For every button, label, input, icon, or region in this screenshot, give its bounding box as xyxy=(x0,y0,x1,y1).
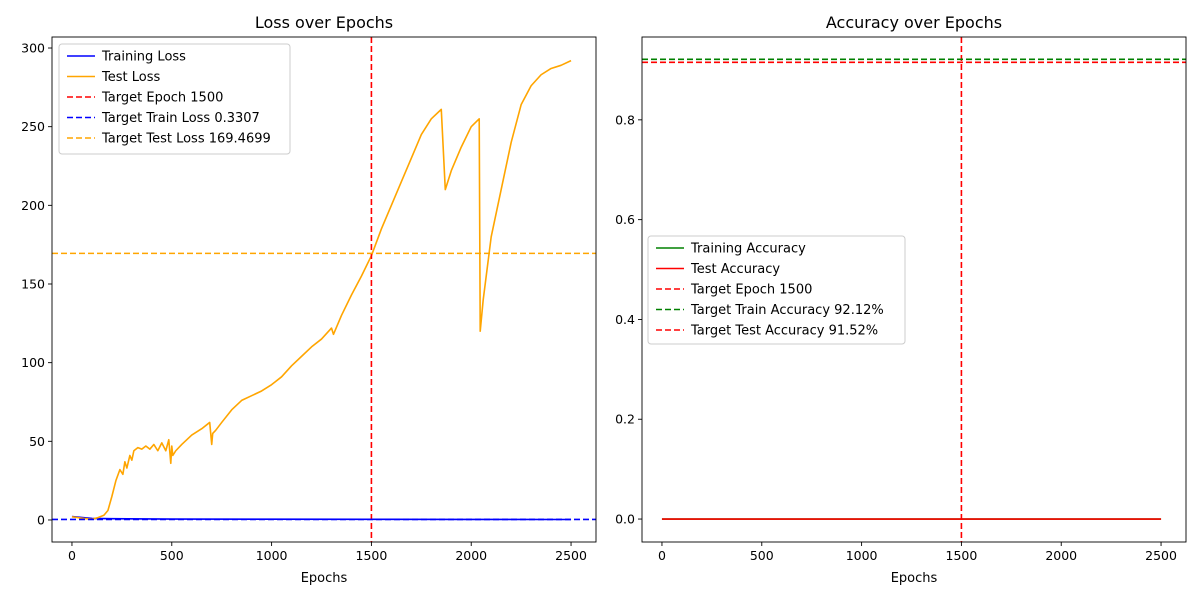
y-tick-label: 300 xyxy=(21,41,45,56)
x-tick-label: 1000 xyxy=(846,548,878,563)
y-tick-label: 0.6 xyxy=(615,212,635,227)
x-tick-label: 0 xyxy=(68,548,76,563)
x-tick-label: 500 xyxy=(750,548,774,563)
y-tick-label: 200 xyxy=(21,198,45,213)
chart-title: Loss over Epochs xyxy=(255,13,393,32)
chart-2: Accuracy over Epochs 0 500 1000 1500 2000 2500… xyxy=(615,13,1187,586)
legend-label-target-test-accuracy-91-52: Target Test Accuracy 91.52% xyxy=(690,324,878,339)
axes-frame xyxy=(51,36,597,543)
legend-label-test-accuracy: Test Accuracy xyxy=(690,262,780,277)
y-tick-label: 0.0 xyxy=(615,512,635,527)
legend-box xyxy=(58,43,291,155)
legend-label-target-epoch-1500: Target Epoch 1500 xyxy=(101,91,223,106)
series-line-test-loss xyxy=(71,59,572,520)
legend-label-training-loss: Training Loss xyxy=(101,50,186,65)
legend: Training Accuracy Test Accuracy Target Epo… xyxy=(647,235,906,345)
y-tick-label: 0.8 xyxy=(615,112,635,127)
x-axis-label: Epochs xyxy=(301,571,348,586)
y-tick-label: 50 xyxy=(29,434,45,449)
x-tick-label: 2500 xyxy=(555,548,587,563)
y-tick-label: 250 xyxy=(21,119,45,134)
x-tick-label: 2000 xyxy=(455,548,487,563)
y-tick-label: 0.2 xyxy=(615,412,635,427)
x-tick-label: 2500 xyxy=(1145,548,1177,563)
chart-1: Loss over Epochs 0 500 1000 1500 2000 2500 0 50 1… xyxy=(21,13,597,586)
x-axis-label: Epochs xyxy=(891,571,938,586)
plot-area xyxy=(642,37,1186,542)
legend-box xyxy=(647,235,906,345)
legend-label-target-train-loss-0-3307: Target Train Loss 0.3307 xyxy=(101,111,260,126)
legend-label-test-loss: Test Loss xyxy=(101,70,160,85)
x-tick-label: 1500 xyxy=(946,548,978,563)
y-tick-label: 100 xyxy=(21,355,45,370)
x-tick-label: 0 xyxy=(658,548,666,563)
y-tick-label: 0.4 xyxy=(615,312,635,327)
legend-label-target-test-loss-169-4699: Target Test Loss 169.4699 xyxy=(101,132,271,147)
legend-label-target-epoch-1500: Target Epoch 1500 xyxy=(690,283,812,298)
y-tick-label: 0 xyxy=(37,512,45,527)
x-tick-label: 1500 xyxy=(356,548,388,563)
x-tick-label: 500 xyxy=(160,548,184,563)
y-tick-label: 150 xyxy=(21,276,45,291)
x-tick-label: 1000 xyxy=(256,548,288,563)
legend-label-training-accuracy: Training Accuracy xyxy=(690,242,806,257)
legend: Training Loss Test Loss Target Epoch 1500 T… xyxy=(58,43,291,155)
axes-frame xyxy=(641,36,1187,543)
x-tick-label: 2000 xyxy=(1045,548,1077,563)
plot-area xyxy=(52,37,596,542)
chart-title: Accuracy over Epochs xyxy=(826,13,1002,32)
legend-label-target-train-accuracy-92-12: Target Train Accuracy 92.12% xyxy=(690,303,884,318)
